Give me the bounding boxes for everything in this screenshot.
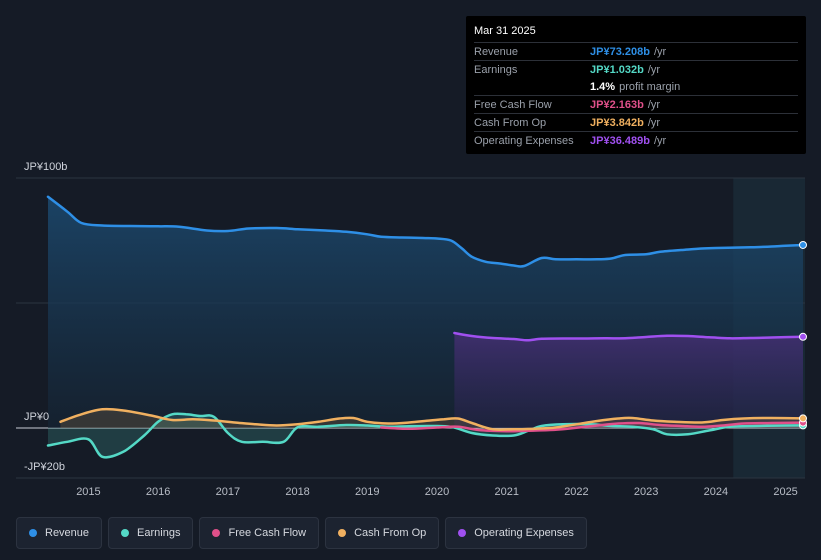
legend-label: Free Cash Flow [228,527,307,539]
tooltip-unit: /yr [653,45,667,58]
series-end-dot-revenue [799,240,807,249]
tooltip-unit: profit margin [619,80,681,93]
tooltip-label: Free Cash Flow [474,98,552,111]
tooltip-row-revenue: Revenue JP¥73.208b /yr [474,42,798,60]
series-line-free-cash-flow [379,421,805,433]
series-line-operating-expenses [453,331,805,342]
y-tick-label: JP¥100b [24,161,67,173]
legend-item-earnings[interactable]: Earnings [108,517,194,549]
x-tick-label: 2015 [76,486,100,498]
legend-label: Cash From Op [354,527,427,539]
tooltip-row-earnings: Earnings JP¥1.032b /yr [474,60,798,78]
x-tick-label: 2025 [773,486,797,498]
x-tick-label: 2019 [355,486,379,498]
series-end-dot-cash-from-op [799,414,807,423]
legend-dot-icon [121,529,130,537]
tooltip-unit: /yr [653,134,667,147]
legend-dot-icon [458,529,467,537]
tooltip-value: JP¥3.842b [590,116,644,129]
x-tick-label: 2018 [285,486,309,498]
series-line-revenue [46,195,805,268]
x-tick-label: 2020 [425,486,449,498]
series-line-earnings [46,412,805,459]
tooltip-row-cfo: Cash From Op JP¥3.842b /yr [474,113,798,131]
legend-label: Operating Expenses [474,527,574,539]
tooltip-label: Cash From Op [474,116,547,129]
x-tick-label: 2024 [704,486,728,498]
x-tick-label: 2016 [146,486,170,498]
tooltip-label: Operating Expenses [474,134,574,147]
legend: Revenue Earnings Free Cash Flow Cash Fro… [16,517,587,549]
y-tick-label: JP¥0 [24,411,49,423]
tooltip-row-margin: 1.4% profit margin [474,78,798,95]
x-tick-label: 2021 [494,486,518,498]
tooltip-value: JP¥1.032b [590,63,644,76]
legend-label: Revenue [45,527,90,539]
tooltip-value: 1.4% [590,80,616,93]
series-line-cash-from-op [59,407,805,431]
tooltip-date: Mar 31 2025 [474,25,536,37]
legend-item-revenue[interactable]: Revenue [16,517,103,549]
legend-label: Earnings [137,527,181,539]
tooltip-unit: /yr [647,63,661,76]
tooltip: Mar 31 2025 Revenue JP¥73.208b /yr Earni… [466,16,806,154]
tooltip-label: Revenue [474,45,519,58]
legend-dot-icon [338,529,347,537]
tooltip-unit: /yr [647,116,661,129]
x-tick-label: 2022 [564,486,588,498]
x-tick-label: 2023 [634,486,658,498]
legend-dot-icon [212,529,221,537]
y-tick-label: -JP¥20b [24,461,65,473]
legend-item-operating-expenses[interactable]: Operating Expenses [445,517,587,549]
series-end-dot-operating-expenses [799,332,807,341]
tooltip-row-fcf: Free Cash Flow JP¥2.163b /yr [474,95,798,113]
x-tick-label: 2017 [216,486,240,498]
legend-dot-icon [29,529,37,537]
tooltip-label: Earnings [474,63,518,76]
legend-item-free-cash-flow[interactable]: Free Cash Flow [199,517,320,549]
tooltip-value: JP¥73.208b [590,45,650,58]
tooltip-value: JP¥2.163b [590,98,644,111]
series-area-operating-expenses [454,333,803,428]
tooltip-row-opex: Operating Expenses JP¥36.489b /yr [474,131,798,149]
legend-item-cash-from-op[interactable]: Cash From Op [325,517,440,549]
tooltip-value: JP¥36.489b [590,134,650,147]
tooltip-unit: /yr [647,98,661,111]
